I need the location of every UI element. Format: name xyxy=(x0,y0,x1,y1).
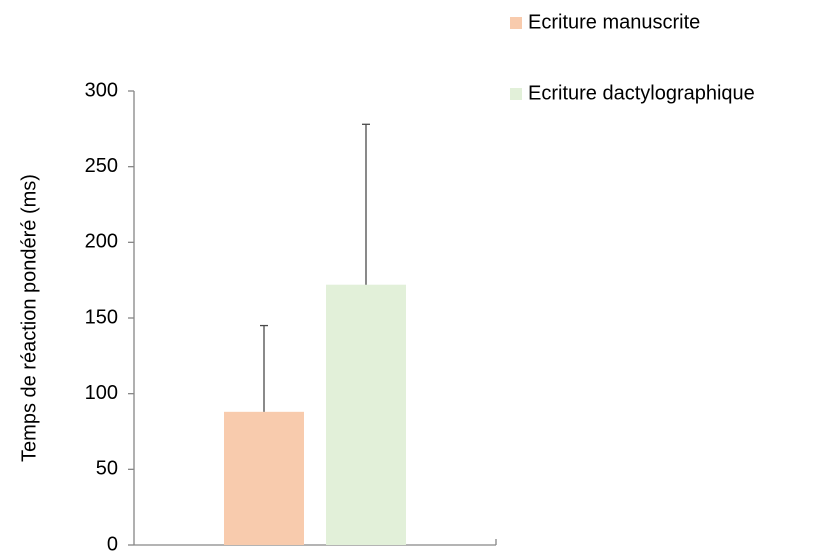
legend-label: Ecriture dactylographique xyxy=(528,82,755,104)
y-tick-label: 250 xyxy=(85,155,118,177)
legend-swatch xyxy=(510,17,522,29)
bar xyxy=(326,284,406,545)
y-tick-label: 100 xyxy=(85,382,118,404)
legend-label: Ecriture manuscrite xyxy=(528,11,700,33)
bar xyxy=(224,411,304,545)
y-tick-label: 300 xyxy=(85,79,118,101)
legend-swatch xyxy=(510,88,522,100)
y-tick-label: 200 xyxy=(85,231,118,253)
y-tick-label: 150 xyxy=(85,306,118,328)
y-axis-label: Temps de réaction pondéré (ms) xyxy=(18,174,40,462)
y-tick-label: 50 xyxy=(96,458,118,480)
y-tick-label: 0 xyxy=(107,533,118,551)
